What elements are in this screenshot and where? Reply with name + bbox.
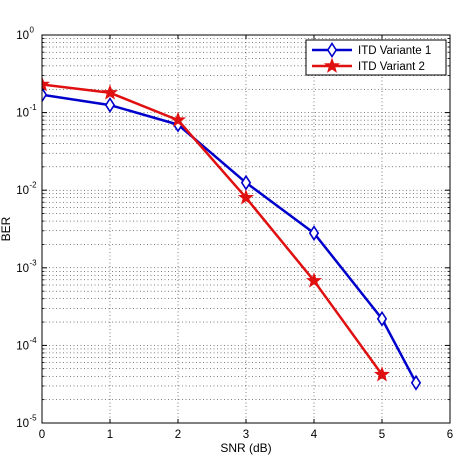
- y-tick-label-base: 10: [16, 30, 29, 42]
- x-tick-label: 2: [175, 429, 181, 441]
- y-tick-label-base: 10: [16, 418, 29, 430]
- legend-label-series-2: ITD Variant 2: [358, 61, 425, 73]
- y-tick-label-base: 10: [16, 185, 29, 197]
- y-tick-label: 10 0: [16, 26, 34, 43]
- data-point-star: [169, 111, 187, 127]
- y-tick-label-exponent: -2: [30, 181, 38, 190]
- tick-marks: [41, 34, 451, 424]
- data-point-star: [305, 272, 323, 288]
- y-tick-label-base: 10: [16, 263, 29, 275]
- y-tick-label: 10 -5: [16, 414, 37, 431]
- series-layer: [42, 76, 422, 391]
- legend-label-series-1: ITD Variante 1: [358, 45, 431, 57]
- x-tick-label: 1: [107, 429, 113, 441]
- y-tick-label: 10 -3: [16, 258, 37, 275]
- x-tick-label: 5: [379, 429, 385, 441]
- data-point-star: [101, 84, 119, 100]
- data-point-diamond: [308, 225, 320, 242]
- legend: ITD Variante 1 ITD Variant 2: [305, 39, 447, 76]
- x-tick-labels: 0 1 2 3 4 5 6: [39, 429, 453, 441]
- y-axis-label: BER: [0, 216, 13, 241]
- legend-marker-series-1: [326, 42, 338, 58]
- y-tick-label-exponent: -1: [30, 103, 38, 112]
- y-tick-label: 10 -2: [16, 181, 37, 198]
- data-point-diamond: [410, 374, 422, 391]
- x-tick-label: 3: [243, 429, 249, 441]
- y-tick-label-base: 10: [16, 108, 29, 120]
- data-point-diamond: [104, 97, 116, 114]
- series-line: [42, 83, 384, 376]
- y-tick-label-exponent: -3: [30, 258, 38, 267]
- y-tick-label: 10 -1: [16, 103, 37, 120]
- data-point-star: [237, 189, 255, 205]
- data-point-star: [373, 366, 391, 382]
- data-point-diamond: [240, 174, 252, 191]
- data-point-diamond: [376, 310, 388, 327]
- y-tick-label-exponent: -5: [30, 414, 38, 423]
- data-point-star: [42, 76, 51, 92]
- series-2: [42, 76, 391, 382]
- x-tick-label: 4: [311, 429, 318, 441]
- y-tick-label-base: 10: [16, 340, 29, 352]
- y-tick-label: 10 -4: [16, 336, 37, 353]
- x-tick-label: 6: [447, 429, 453, 441]
- x-tick-label: 0: [39, 429, 45, 441]
- x-axis-label: SNR (dB): [220, 441, 271, 455]
- y-tick-label-exponent: 0: [30, 26, 35, 35]
- legend-marker-series-2: [323, 57, 341, 73]
- data-point-diamond: [42, 86, 48, 103]
- y-tick-label-exponent: -4: [30, 336, 38, 345]
